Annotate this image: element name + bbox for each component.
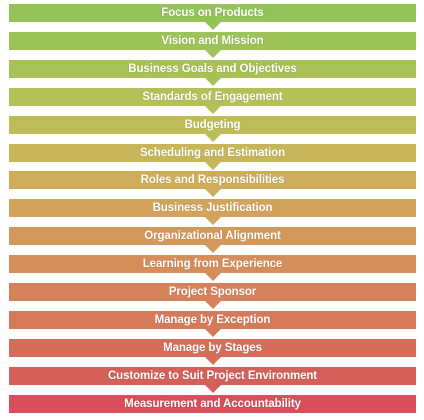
flow-step: Business Justification xyxy=(9,199,416,226)
flow-step-label: Learning from Experience xyxy=(142,258,283,271)
flow-step: Measurement and Accountability xyxy=(9,394,416,413)
flow-step-label: Project Sponsor xyxy=(168,286,257,298)
flow-step: Roles and Responsibilities xyxy=(9,171,416,198)
down-arrow-icon xyxy=(204,105,221,114)
down-arrow-icon xyxy=(204,189,221,198)
flow-step: Manage by Exception xyxy=(9,310,416,337)
down-arrow-icon xyxy=(204,22,221,30)
flow-step-label: Scheduling and Estimation xyxy=(139,146,286,159)
flow-step-label: Manage by Stages xyxy=(163,341,262,354)
down-arrow-icon xyxy=(204,77,221,86)
principles-flow-diagram: Focus on Products Vision and Mission Busin… xyxy=(9,4,416,418)
flow-step: Business Goals and Objectives xyxy=(9,59,416,86)
flow-step-label: Standards of Engagement xyxy=(142,90,283,103)
down-arrow-icon xyxy=(204,273,221,282)
flow-step-label: Roles and Responsibilities xyxy=(140,174,285,187)
flow-step-label: Measurement and Accountability xyxy=(124,397,301,410)
flow-step: Customize to Suit Project Environment xyxy=(9,366,416,393)
flow-step: Learning from Experience xyxy=(9,255,416,282)
down-arrow-icon xyxy=(204,245,221,254)
flow-step: Manage by Stages xyxy=(9,338,416,365)
flow-step: Organizational Alignment xyxy=(9,227,416,254)
flow-step: Project Sponsor xyxy=(9,283,416,309)
flow-step-label: Focus on Products xyxy=(161,7,264,19)
flow-step-label: Budgeting xyxy=(184,118,241,131)
flow-step-label: Manage by Exception xyxy=(154,313,271,326)
flow-step: Focus on Products xyxy=(9,4,416,30)
down-arrow-icon xyxy=(204,161,221,170)
down-arrow-icon xyxy=(204,49,221,58)
down-arrow-icon xyxy=(204,328,221,337)
down-arrow-icon xyxy=(204,217,221,226)
flow-step: Scheduling and Estimation xyxy=(9,143,416,170)
down-arrow-icon xyxy=(204,356,221,365)
flow-step-label: Organizational Alignment xyxy=(144,230,281,243)
down-arrow-icon xyxy=(204,384,221,393)
flow-step-label: Vision and Mission xyxy=(161,34,264,47)
flow-step: Budgeting xyxy=(9,115,416,142)
flow-step: Standards of Engagement xyxy=(9,87,416,114)
flow-step-label: Customize to Suit Project Environment xyxy=(107,369,318,382)
down-arrow-icon xyxy=(204,133,221,142)
flow-step-label: Business Goals and Objectives xyxy=(128,62,297,75)
flow-step-label: Business Justification xyxy=(152,202,273,215)
down-arrow-icon xyxy=(204,301,221,309)
flow-step: Vision and Mission xyxy=(9,31,416,58)
